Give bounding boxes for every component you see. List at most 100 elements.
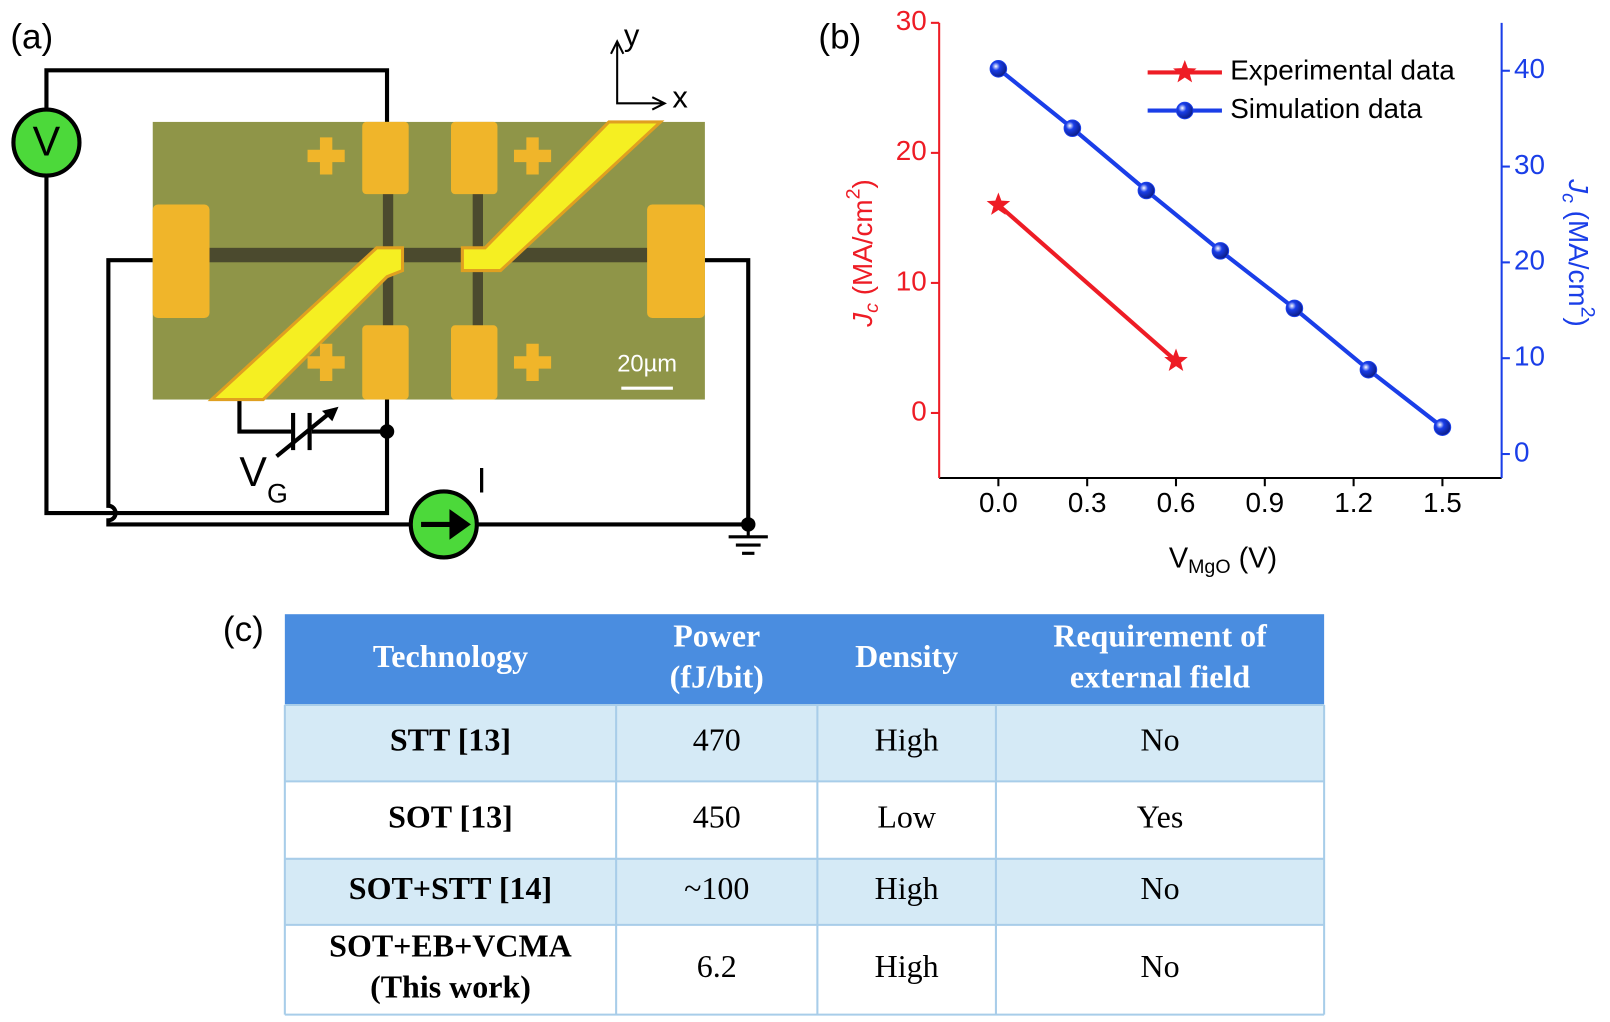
table-cell: High [875,722,939,758]
gate-label: VG [239,449,287,509]
marker [1211,242,1230,260]
label-part: (V) [1231,542,1278,574]
channel [206,247,651,263]
pad [362,121,409,195]
marker [1173,59,1197,83]
marker [1176,101,1194,120]
table-cell: Requirement of [1053,617,1267,653]
y2-tick-label: 30 [1514,149,1545,180]
gate-label-main: V [239,449,267,495]
axes-icon [610,39,667,111]
marker [513,137,552,175]
table-cell: 6.2 [697,948,737,984]
table-cell: external field [1070,659,1251,695]
micrograph: 20µm [152,120,705,402]
circuit: V I VG y x 20µm [11,17,768,560]
label-part: (MA/cm [1563,203,1594,307]
y-tick-label: 30 [896,5,927,36]
y-tick-label: 10 [896,265,927,296]
table-cell: SOT+EB+VCMA [329,927,572,963]
marker [986,192,1011,215]
marker [1164,348,1188,371]
table-cell: 470 [693,722,741,758]
panel-label: (c) [223,610,264,649]
table-cell: High [875,948,939,984]
label-part: 2 [843,188,865,199]
marker [1433,418,1452,436]
x-tick-label: 1.2 [1334,487,1373,518]
table-cell: SOT+STT [14] [349,870,552,906]
marker [1285,299,1304,318]
gate-lead [207,246,405,402]
gate-label-sub: G [267,479,288,509]
pad [362,325,409,400]
node [379,424,395,439]
wire [237,400,388,434]
x-tick-label: 0.3 [1068,487,1107,518]
axis-label: x [672,79,688,114]
marker [307,137,345,175]
header-row [284,614,1325,706]
wire [106,258,751,527]
x-tick-label: 1.5 [1423,487,1462,518]
table-row [284,924,1325,1015]
pad [647,204,705,319]
voltmeter [11,107,82,178]
panel-label: (b) [818,18,861,57]
table-row [284,858,1325,925]
label-part: ) [1563,318,1594,327]
label-part: V [1169,542,1189,574]
y2-tick-label: 40 [1514,53,1545,84]
y-tick-label: 20 [896,135,927,166]
scale-bar-label: 20µm [617,352,677,378]
marker [307,343,345,381]
marker [989,60,1008,78]
pad [451,121,498,195]
label-part: c [861,303,883,313]
x-tick-label: 0.0 [979,487,1018,518]
x-tick-label: 0.6 [1157,487,1196,518]
table-cell: Yes [1137,798,1184,834]
current-arrow [421,509,471,540]
table-row [284,705,1325,782]
table-cell: Power [673,617,760,653]
table-cell: No [1140,722,1179,758]
y-tick-label: 0 [911,395,927,426]
label-part: (MA/cm [847,199,878,303]
y2-tick-label: 10 [1514,341,1545,372]
axis-label: y [624,17,640,52]
label-part: ) [847,179,878,188]
series-line [997,203,1178,363]
legend-label: Simulation data [1230,93,1423,124]
y2-axis-label: Jc (MA/cm2) [1558,178,1599,327]
table-cell: STT [13] [390,722,511,758]
marker [1137,181,1156,200]
table-cell: No [1140,948,1179,984]
arrow-head [322,406,339,422]
table-row [284,781,1325,859]
panel-label: (a) [10,18,53,57]
label-part: J [1563,178,1594,194]
pad [451,325,498,400]
label-part: MgO [1188,556,1230,578]
table: Technology Power (fJ/bit) Density Requiremen… [283,614,1326,1016]
ground [728,524,768,555]
y-axis-label: Jc (MA/cm2) [843,179,884,328]
label-part: 2 [1576,307,1598,318]
table-cell: Low [877,798,936,834]
table-cell: 450 [693,798,741,834]
label-part: J [847,312,878,328]
table-cell: SOT [13] [388,798,513,834]
table-cell: Technology [373,638,528,674]
marker [1063,119,1082,138]
y2-tick-label: 0 [1514,436,1530,467]
variable-arrow [275,409,334,458]
marker [513,343,552,381]
y2-tick-label: 20 [1514,245,1545,276]
voltmeter-label: V [33,119,61,165]
gate-lead [460,120,665,273]
x-tick-label: 0.9 [1245,487,1284,518]
table-cell: (This work) [370,969,531,1005]
current-label: I [477,461,487,500]
